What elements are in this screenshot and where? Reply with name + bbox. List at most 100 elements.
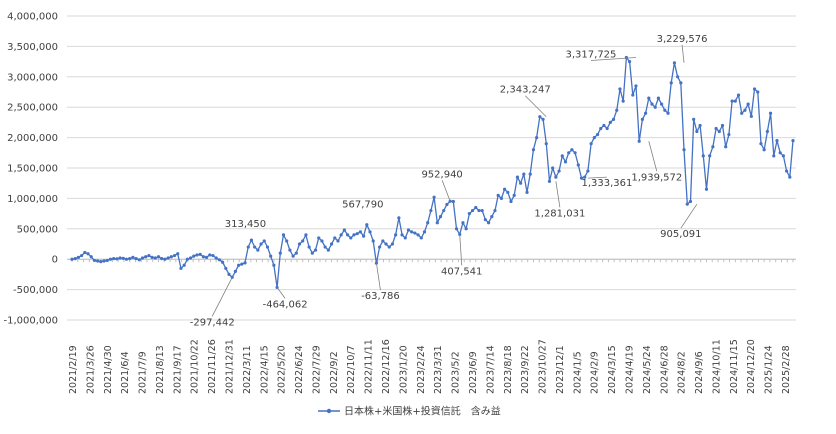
data-point: [96, 259, 100, 263]
data-point: [429, 208, 433, 213]
y-axis: 4,000,000 3,500,000 3,000,000 2,500,000 2,00…: [3, 12, 58, 327]
data-point: [720, 123, 725, 128]
data-point: [688, 199, 693, 204]
data-point: [679, 81, 683, 85]
data-point: [522, 172, 526, 176]
data-point: [486, 221, 491, 225]
annotation-leader-line: [459, 234, 463, 266]
data-point: [730, 99, 734, 103]
data-point: [791, 139, 795, 143]
data-point: [711, 145, 715, 149]
data-point: [176, 252, 180, 256]
annotation-label: -464,062: [263, 299, 308, 310]
data-point: [618, 87, 622, 91]
annotation-label: 1,939,572: [631, 172, 682, 183]
data-point: [253, 245, 257, 249]
x-tick-label: 2023/5/2: [451, 351, 462, 394]
data-point: [358, 230, 362, 234]
data-point: [368, 230, 372, 234]
data-point: [541, 117, 545, 121]
legend-entry: 日本株+米国株+投資信託 含み益: [344, 405, 501, 418]
y-tick-label: 1,000,000: [7, 194, 58, 205]
data-point: [108, 257, 113, 261]
data-point: [695, 129, 699, 134]
data-point: [762, 148, 766, 152]
data-point: [422, 230, 427, 234]
data-point: [256, 248, 260, 252]
annotation-leader-line: [680, 203, 698, 229]
data-point: [477, 208, 481, 213]
data-point: [416, 233, 420, 237]
data-point: [470, 208, 475, 213]
data-point: [538, 115, 542, 119]
data-point: [733, 99, 737, 103]
data-point: [595, 132, 600, 137]
data-point: [788, 175, 792, 179]
data-point: [765, 129, 769, 134]
y-tick-label: 1,500,000: [7, 164, 58, 175]
data-point: [172, 253, 177, 258]
annotation-label: 3,229,576: [657, 34, 708, 45]
data-point: [467, 212, 471, 216]
data-point: [608, 120, 612, 124]
data-point: [80, 253, 84, 258]
x-tick-label: 2024/9/6: [694, 351, 705, 394]
annotation-label: 313,450: [225, 219, 266, 230]
data-point: [656, 96, 661, 100]
data-point: [493, 208, 497, 213]
data-point: [333, 236, 337, 240]
annotation-label: -63,786: [361, 291, 400, 302]
data-point: [192, 254, 196, 258]
x-tick-label: 2024/12/20: [746, 339, 757, 394]
data-point: [144, 255, 148, 259]
data-point: [160, 256, 164, 261]
data-point: [717, 129, 721, 134]
x-tick-label: 2024/2/9: [590, 351, 601, 394]
data-point: [531, 148, 536, 152]
data-point: [692, 117, 696, 121]
data-point: [182, 263, 186, 267]
data-point: [188, 256, 193, 260]
data-point: [249, 238, 254, 242]
data-point: [272, 263, 276, 267]
data-point: [432, 195, 436, 199]
x-tick-label: 2023/2/24: [416, 345, 427, 394]
data-point: [70, 257, 74, 261]
x-tick-label: 2021/8/13: [155, 345, 166, 394]
x-tick-label: 2021/3/26: [85, 345, 96, 394]
data-point: [660, 102, 664, 106]
data-point: [156, 255, 161, 259]
data-point: [349, 236, 353, 240]
data-point: [355, 232, 359, 236]
data-point: [570, 148, 574, 152]
data-point: [451, 199, 455, 204]
data-point: [297, 242, 302, 246]
x-tick-label: 2021/10/22: [190, 339, 201, 394]
data-point: [195, 253, 199, 257]
series-line: [71, 56, 794, 289]
data-point: [233, 269, 238, 273]
x-tick-label: 2021/12/31: [225, 339, 236, 394]
data-point: [768, 111, 773, 115]
data-point: [736, 93, 741, 97]
data-point: [76, 255, 81, 259]
data-point: [179, 266, 183, 270]
data-point: [304, 233, 308, 237]
data-point: [301, 239, 305, 243]
x-tick-label: 2023/9/22: [520, 345, 531, 394]
x-tick-label: 2025/2/28: [781, 345, 792, 394]
data-point: [624, 55, 628, 60]
data-point: [503, 187, 507, 191]
data-point: [567, 151, 571, 155]
data-point: [326, 248, 330, 252]
data-point: [499, 196, 503, 200]
data-point: [589, 142, 593, 146]
data-point: [150, 255, 154, 259]
data-point: [724, 145, 728, 149]
data-point: [214, 256, 218, 260]
data-point: [105, 258, 109, 263]
x-tick-label: 2023/8/18: [503, 345, 514, 394]
y-tick-label: -1,000,000: [3, 316, 58, 327]
data-point: [246, 245, 250, 249]
data-point: [371, 239, 375, 243]
